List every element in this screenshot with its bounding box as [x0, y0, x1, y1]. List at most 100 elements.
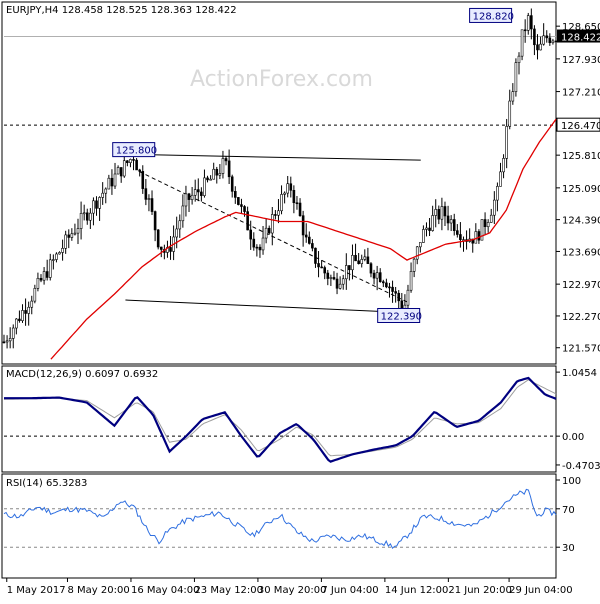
candle-body [147, 198, 151, 200]
candle-body [15, 318, 18, 329]
candle-body [212, 168, 215, 180]
candle-body [508, 100, 512, 127]
candle-body [141, 171, 145, 189]
time-tick-label: 30 May 20:00 [258, 585, 327, 596]
candle-body [341, 278, 345, 285]
candle-body [431, 215, 434, 231]
candle-body [196, 189, 200, 193]
candle-body [511, 91, 515, 102]
candle-body [545, 35, 549, 39]
candle-body [412, 258, 416, 272]
candle-body [73, 232, 77, 235]
trendline [125, 153, 421, 161]
candle-body [85, 212, 89, 221]
candle-body [406, 289, 410, 306]
candle-body [462, 239, 465, 241]
candle-body [375, 272, 379, 279]
candle-body [249, 229, 253, 240]
candle-body [175, 228, 178, 238]
candle-body [116, 167, 120, 175]
candle-body [27, 306, 30, 314]
candle-body [274, 214, 277, 216]
price-tick-label: 125.090 [562, 184, 600, 195]
candle-body [283, 192, 286, 195]
candle-body [517, 55, 521, 63]
candle-body [502, 158, 505, 173]
candle-body [526, 15, 530, 31]
candle-body [153, 211, 157, 231]
price-tick-label: 124.390 [562, 216, 600, 227]
candle-body [82, 212, 86, 215]
candle-body [548, 37, 552, 44]
candle-body [21, 310, 24, 321]
candle-body [246, 211, 249, 231]
price-tick-label: 127.210 [562, 88, 600, 99]
candle-body [113, 173, 117, 187]
candle-body [218, 173, 222, 176]
candle-body [286, 183, 290, 194]
macd-lines [3, 376, 557, 463]
rsi-tick-label: 30 [562, 543, 575, 554]
candle-body [539, 43, 542, 51]
candle-body [200, 191, 203, 196]
price-tick-label: 122.270 [562, 312, 600, 323]
candle-body [107, 177, 111, 190]
candle-body [292, 189, 296, 204]
candle-body [110, 177, 114, 187]
trendlines [125, 153, 421, 314]
time-tick-label: 7 Jun 04:00 [321, 585, 378, 596]
candle-body [230, 176, 234, 192]
candle-body [30, 300, 34, 308]
candle-body [295, 202, 299, 205]
candle-body [385, 282, 388, 288]
candle-body [486, 222, 490, 228]
candle-body [70, 233, 74, 238]
candle-body [520, 29, 524, 57]
price-annotations: 128.820 125.800 122.390 [112, 7, 514, 323]
candle-body [55, 253, 58, 260]
price-tick-label: 121.570 [562, 344, 600, 355]
candle-body [138, 169, 141, 172]
hline-price-box [556, 117, 600, 132]
candle-body [79, 213, 83, 229]
trendline [139, 171, 410, 304]
candle-body [18, 318, 21, 321]
candle-body [523, 29, 527, 32]
candle-body [360, 259, 364, 264]
candle-body [456, 230, 459, 235]
candle-body [209, 178, 212, 181]
candle-body [144, 188, 148, 200]
candle-body [237, 197, 240, 205]
macd-main-line [4, 376, 557, 463]
rsi-tick-label: 70 [562, 505, 575, 516]
candle-body [354, 255, 357, 262]
price-tick-label: 128.650 [562, 22, 600, 33]
candle-body [135, 159, 138, 171]
candle-body [95, 200, 98, 209]
candle-body [104, 188, 108, 194]
candle-body [122, 160, 126, 177]
candle-body [132, 159, 135, 161]
candle-body [181, 205, 185, 222]
candle-body [378, 272, 382, 283]
candle-body [403, 304, 407, 309]
candle-body [499, 171, 502, 187]
time-tick-label: 29 Jun 04:00 [509, 585, 573, 596]
time-tick-label: 1 May 2017 [7, 585, 66, 596]
price-tick-label: 127.930 [562, 55, 600, 66]
candle-body [480, 219, 484, 241]
macd-tick-label: -0.4703 [562, 461, 600, 472]
candle-body [255, 246, 259, 249]
candle-body [533, 28, 536, 46]
candle-body [184, 193, 188, 207]
candle-body [36, 277, 40, 289]
macd-signal-line [3, 379, 557, 457]
moving-average-line [50, 118, 557, 360]
candle-body [459, 234, 462, 240]
candle-body [311, 243, 314, 249]
rsi-gridlines [4, 508, 556, 548]
candle-body [391, 286, 394, 292]
moving-average-layer [50, 118, 557, 360]
candle-body [332, 277, 336, 280]
